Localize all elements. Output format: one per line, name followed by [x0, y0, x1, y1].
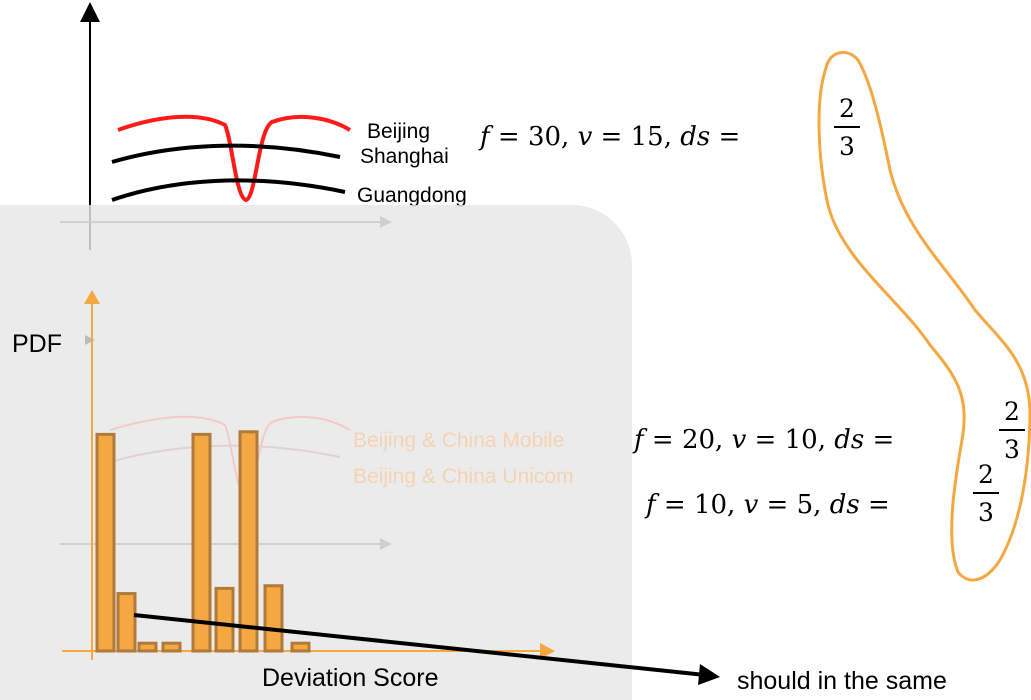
pdf-bar-4: [161, 641, 182, 653]
ghost-label-china-unicom: Beijing & China Unicom: [353, 465, 574, 488]
pointer-arrowhead: [698, 664, 720, 685]
guangdong-line: [111, 178, 346, 202]
pdf-x-label: Deviation Score: [262, 664, 439, 692]
pointer-arrow-line: [133, 613, 706, 677]
beijing-line: [117, 114, 352, 203]
pdf-bar-1: [95, 432, 116, 653]
pdf-x-axis-arrow: [540, 643, 555, 659]
pdf-bar-2: [116, 592, 137, 653]
ghost-label-china-mobile: Beijing & China Mobile: [353, 429, 565, 452]
formula-3: f = 10, v = 5, ds =: [646, 490, 890, 520]
legend-guangdong: Guangdong: [357, 184, 467, 207]
pdf-bar-9: [290, 641, 311, 653]
annotation-note: should in the same: [737, 667, 947, 695]
pdf-bar-8: [263, 584, 284, 653]
formula-1: f = 30, v = 15, ds =: [480, 122, 741, 152]
legend-shanghai: Shanghai: [360, 145, 449, 168]
highlight-outline: [817, 51, 1031, 582]
shanghai-line: [111, 143, 341, 164]
pdf-bar-5: [191, 432, 212, 653]
pdf-bar-6: [214, 586, 235, 653]
pdf-y-label: PDF: [12, 330, 62, 358]
legend-beijing: Beijing: [367, 120, 431, 143]
pdf-y-axis-arrow: [84, 290, 100, 304]
pdf-bar-3: [137, 641, 158, 653]
pdf-bar-7: [238, 430, 259, 653]
formula-2: f = 20, v = 10, ds =: [634, 425, 895, 455]
